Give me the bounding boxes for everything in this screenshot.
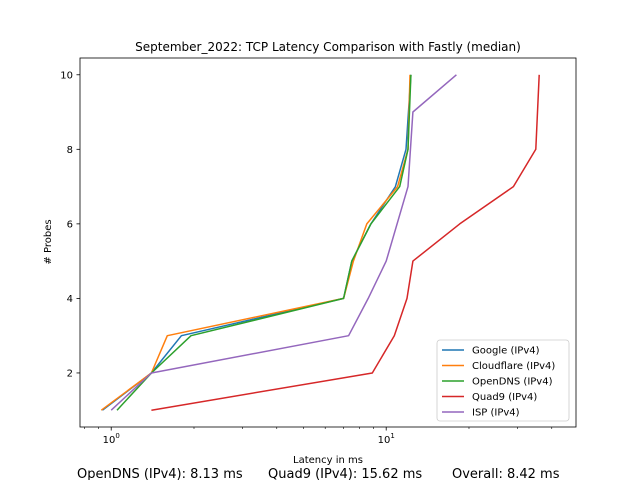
y-tick-label: 2 xyxy=(67,368,73,379)
series-line-2 xyxy=(116,74,412,411)
x-tick-label: 101 xyxy=(378,432,395,446)
chart-title: September_2022: TCP Latency Comparison w… xyxy=(135,40,521,54)
series-line-3 xyxy=(151,74,540,411)
footer-overall: Overall: 8.42 ms xyxy=(452,467,560,480)
x-tick-label: 100 xyxy=(103,432,120,446)
y-tick-label: 4 xyxy=(67,294,73,305)
footer: OpenDNS (IPv4): 8.13 ms Quad9 (IPv4): 15… xyxy=(77,467,560,480)
series-line-0 xyxy=(102,74,412,411)
y-axis-label: # Probes xyxy=(43,219,54,264)
y-tick-label: 6 xyxy=(67,219,73,230)
legend-label-2: OpenDNS (IPv4) xyxy=(472,377,553,388)
y-axis-ticks: 2 4 6 8 10 xyxy=(60,70,80,379)
legend-box xyxy=(436,339,570,422)
footer-quad9: Quad9 (IPv4): 15.62 ms xyxy=(268,467,422,480)
y-tick-label: 8 xyxy=(67,145,73,156)
plot-frame xyxy=(79,57,577,428)
legend-label-3: Quad9 (IPv4) xyxy=(472,392,537,403)
x-axis-label: Latency in ms xyxy=(293,455,363,466)
y-tick-label: 10 xyxy=(60,70,73,81)
series-lines xyxy=(100,74,540,411)
legend: Google (IPv4) Cloudflare (IPv4) OpenDNS (I… xyxy=(436,339,570,422)
legend-label-0: Google (IPv4) xyxy=(472,346,540,357)
legend-label-4: ISP (IPv4) xyxy=(472,408,520,419)
legend-label-1: Cloudflare (IPv4) xyxy=(472,361,555,372)
series-line-4 xyxy=(110,74,457,411)
x-axis-ticks: 100 101 xyxy=(84,427,553,446)
footer-opendns: OpenDNS (IPv4): 8.13 ms xyxy=(77,467,243,480)
series-line-1 xyxy=(100,74,411,411)
